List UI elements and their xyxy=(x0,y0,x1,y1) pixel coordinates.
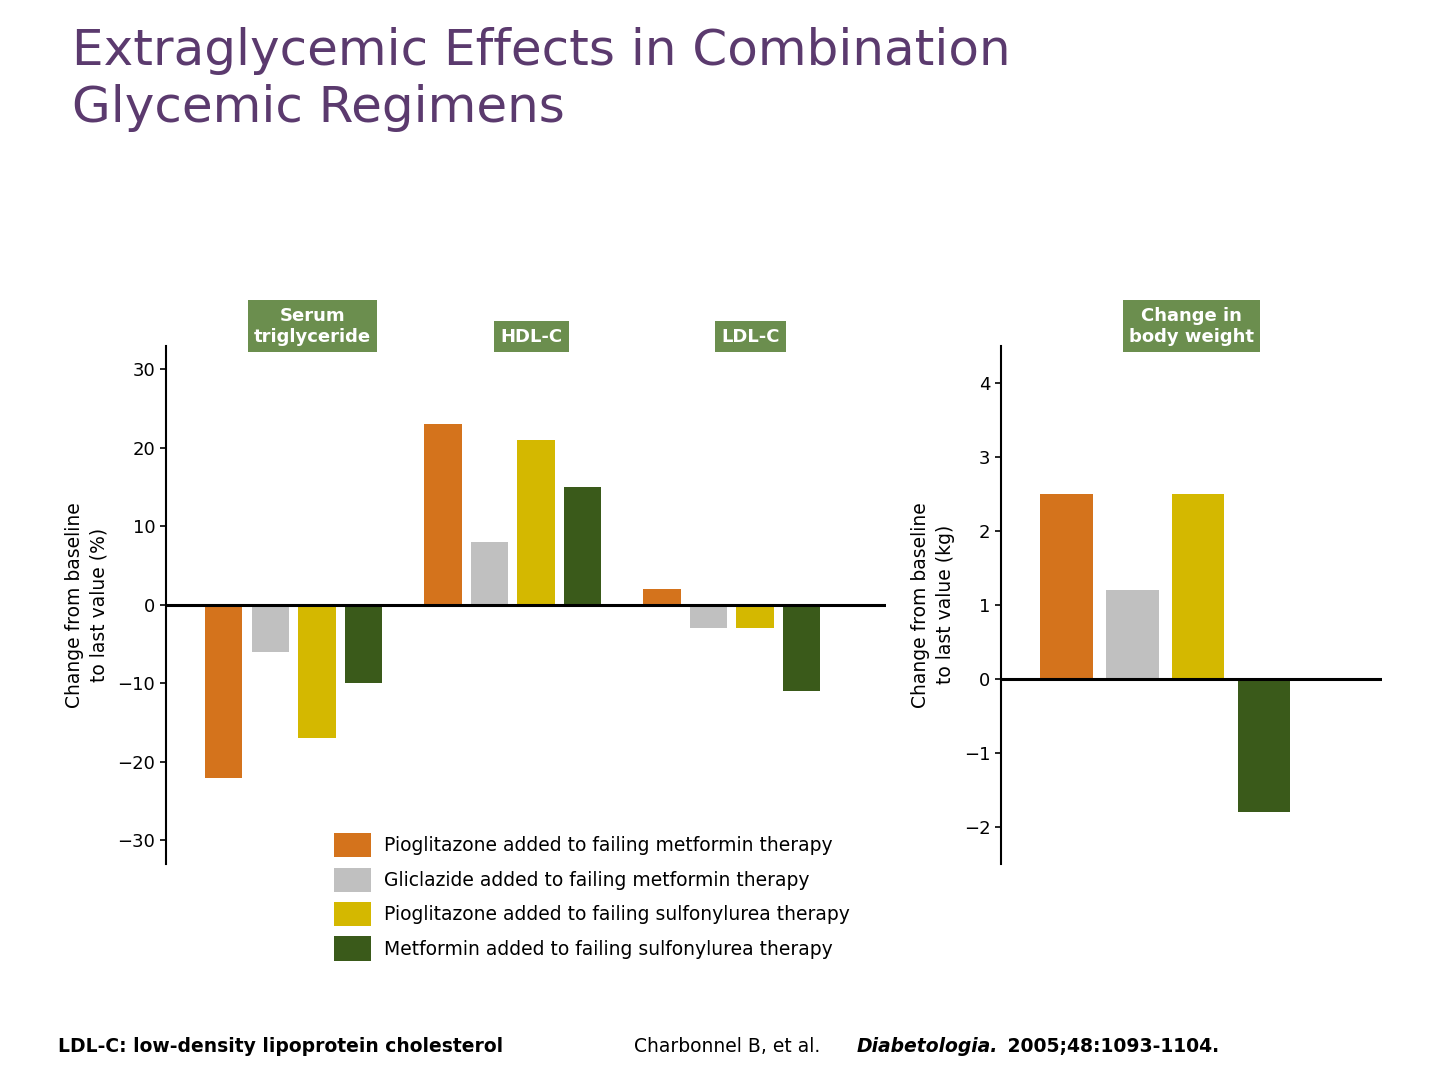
Bar xyxy=(644,589,681,605)
Legend: Pioglitazone added to failing metformin therapy, Gliclazide added to failing met: Pioglitazone added to failing metformin … xyxy=(327,826,858,968)
Bar xyxy=(346,605,382,684)
Bar xyxy=(471,542,508,605)
Text: LDL-C: LDL-C xyxy=(721,327,779,346)
Bar xyxy=(564,487,602,605)
Text: Serum
triglyceride: Serum triglyceride xyxy=(253,307,372,346)
Text: 2005;48:1093-1104.: 2005;48:1093-1104. xyxy=(1001,1037,1218,1056)
Bar xyxy=(1106,590,1159,679)
Y-axis label: Change from baseline
to last value (%): Change from baseline to last value (%) xyxy=(65,502,109,707)
Bar xyxy=(1172,494,1224,679)
Bar xyxy=(783,605,821,691)
Text: Charbonnel B, et al.: Charbonnel B, et al. xyxy=(634,1037,827,1056)
Bar xyxy=(517,440,554,605)
Bar xyxy=(690,605,727,629)
Text: LDL-C: low-density lipoprotein cholesterol: LDL-C: low-density lipoprotein cholester… xyxy=(58,1037,503,1056)
Text: Diabetologia.: Diabetologia. xyxy=(857,1037,998,1056)
Text: Change in
body weight: Change in body weight xyxy=(1129,307,1254,346)
Bar xyxy=(206,605,242,778)
Text: Triglyceride levels were significantly decreased and HDL-C levels were increased: Triglyceride levels were significantly d… xyxy=(297,190,1143,269)
Bar xyxy=(425,424,462,605)
Bar xyxy=(298,605,336,739)
Text: Extraglycemic Effects in Combination
Glycemic Regimens: Extraglycemic Effects in Combination Gly… xyxy=(72,27,1011,133)
Bar xyxy=(1040,494,1093,679)
Y-axis label: Change from baseline
to last value (kg): Change from baseline to last value (kg) xyxy=(912,502,955,707)
Text: HDL-C: HDL-C xyxy=(500,327,563,346)
Bar xyxy=(736,605,773,629)
Bar xyxy=(252,605,289,652)
Bar xyxy=(1237,679,1290,812)
